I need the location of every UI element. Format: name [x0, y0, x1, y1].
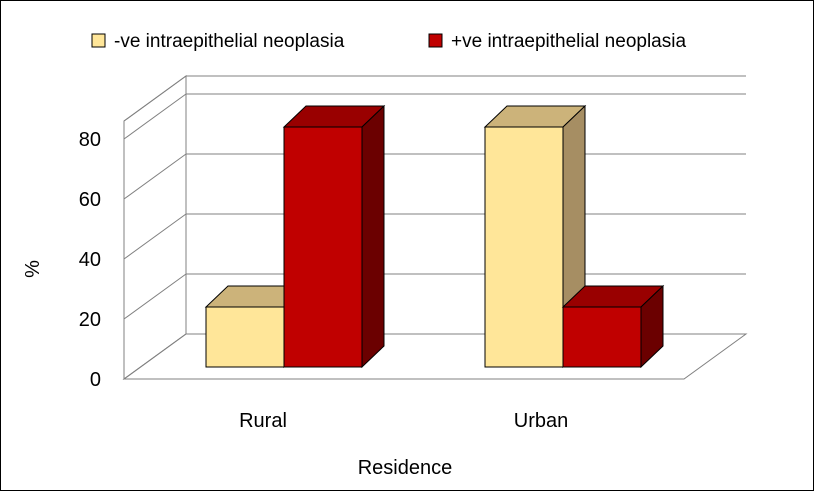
bar-side-face: [361, 104, 385, 369]
y-tick-label: 80: [79, 129, 101, 151]
bar-front-face: [484, 126, 564, 368]
x-axis-categories: Rural Urban: [239, 410, 568, 432]
legend-swatch: [428, 33, 443, 48]
side-wall: [123, 75, 187, 380]
legend-label: -ve intraepithelial neoplasia: [114, 31, 345, 52]
x-category-label: Urban: [514, 410, 568, 432]
bar-rural-series-2: [282, 104, 386, 369]
y-axis-ticks: 0 20 40 60 80: [79, 129, 101, 391]
y-tick-label: 60: [79, 189, 101, 211]
bar-urban-series-2: [561, 284, 665, 369]
legend-label: +ve intraepithelial neoplasia: [451, 31, 686, 52]
gridlines: [123, 75, 746, 380]
legend: -ve intraepithelial neoplasia +ve intraep…: [91, 31, 686, 52]
gridline-diagonal: [123, 75, 187, 122]
bar-front-face: [283, 126, 363, 368]
legend-swatch: [91, 33, 106, 48]
y-tick-label: 40: [79, 249, 101, 271]
bar-front-face: [205, 306, 285, 368]
gridline-diagonal: [123, 153, 187, 200]
y-axis-title: %: [22, 260, 44, 278]
bars: [204, 104, 665, 369]
y-tick-label: 20: [79, 309, 101, 331]
x-axis-title: Residence: [358, 457, 453, 479]
gridline-diagonal: [123, 333, 187, 380]
bar-front-face: [562, 306, 642, 368]
gridline-diagonal: [123, 213, 187, 260]
y-tick-label: 0: [90, 369, 101, 391]
gridline-diagonal: [123, 273, 187, 320]
x-category-label: Rural: [239, 410, 287, 432]
gridline-diagonal: [123, 93, 187, 140]
